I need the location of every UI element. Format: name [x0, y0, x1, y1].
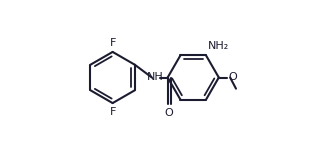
Text: NH: NH	[147, 73, 164, 82]
Text: O: O	[164, 108, 173, 118]
Text: F: F	[110, 38, 116, 48]
Text: O: O	[228, 73, 237, 82]
Text: NH₂: NH₂	[208, 42, 229, 51]
Text: F: F	[110, 107, 116, 117]
